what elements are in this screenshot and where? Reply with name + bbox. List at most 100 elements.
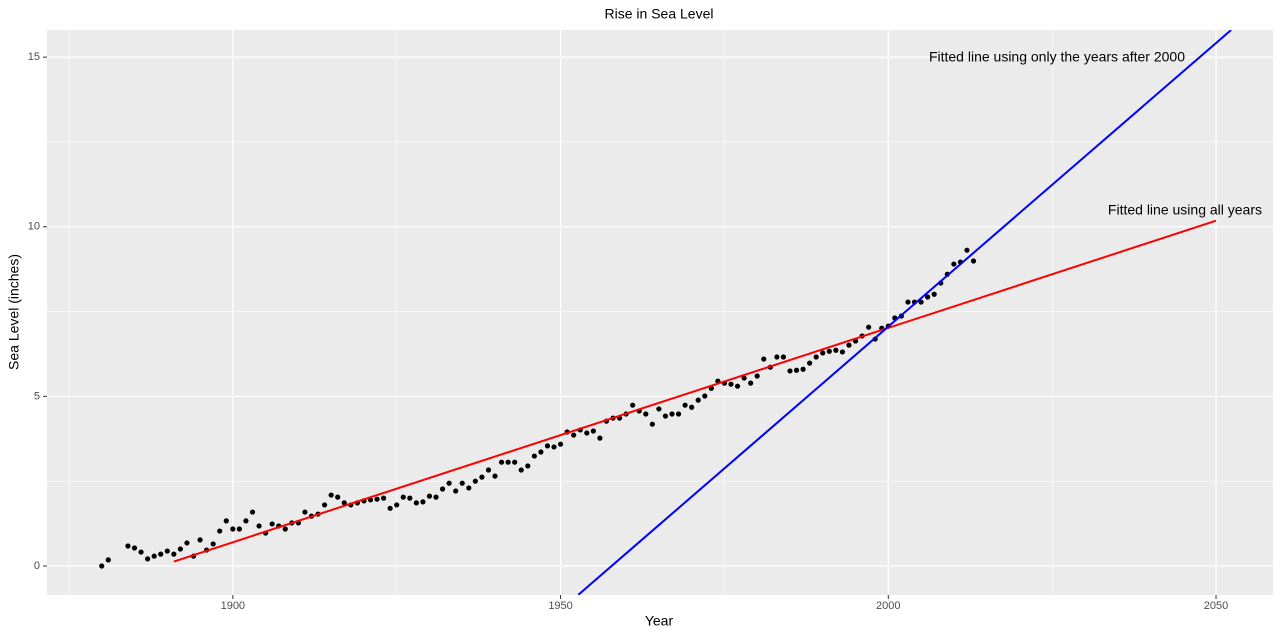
point [171, 551, 177, 557]
chart-title: Rise in Sea Level [605, 6, 714, 22]
point [728, 381, 734, 387]
point [800, 366, 806, 372]
point [512, 459, 518, 465]
y-tick-label: 5 [34, 390, 40, 402]
point [394, 502, 400, 508]
point [866, 324, 872, 330]
point [374, 496, 380, 502]
point [734, 383, 741, 389]
point [675, 411, 682, 417]
point [846, 342, 852, 348]
point [446, 480, 452, 486]
point [662, 413, 669, 419]
point [459, 480, 465, 486]
point [164, 548, 170, 554]
point [177, 546, 183, 552]
point [282, 526, 288, 532]
point [341, 500, 347, 506]
point [905, 299, 911, 305]
point [479, 474, 485, 480]
point [125, 543, 131, 549]
point [964, 247, 970, 253]
x-tick-label: 1950 [548, 600, 572, 612]
point [158, 551, 164, 557]
point [643, 411, 649, 417]
point [682, 402, 688, 408]
point [839, 349, 846, 355]
point [217, 528, 223, 534]
point [649, 421, 655, 427]
point [131, 545, 138, 551]
x-tick-label: 1900 [221, 600, 245, 612]
point [413, 500, 419, 506]
point [236, 526, 242, 532]
point [184, 540, 190, 546]
point [793, 367, 800, 373]
y-tick-label: 10 [28, 221, 40, 233]
point [321, 502, 328, 508]
point [243, 518, 249, 524]
point [453, 488, 459, 494]
point [584, 430, 590, 436]
y-tick-label: 15 [28, 51, 40, 63]
point [249, 509, 256, 515]
annotation: Fitted line using all years [1108, 202, 1262, 218]
point [518, 467, 524, 473]
x-tick-label: 2050 [1204, 600, 1228, 612]
point [774, 354, 780, 360]
point [918, 299, 924, 305]
point [826, 348, 832, 354]
point [748, 380, 754, 386]
point [439, 486, 446, 492]
point [498, 459, 505, 465]
point [754, 373, 760, 379]
point [138, 549, 144, 555]
point [525, 463, 531, 469]
point [328, 492, 334, 498]
point [485, 467, 492, 473]
point [813, 354, 819, 360]
point [951, 261, 957, 267]
point [689, 404, 695, 410]
point [105, 557, 111, 563]
point [380, 495, 387, 501]
point [426, 493, 433, 499]
point [433, 494, 439, 500]
point [597, 435, 603, 441]
point [466, 485, 472, 491]
point [931, 291, 937, 297]
point [807, 360, 813, 366]
point [210, 541, 216, 547]
point [833, 347, 839, 353]
fitted-line [173, 219, 1217, 563]
point [925, 294, 931, 300]
point [302, 509, 308, 515]
point [269, 521, 275, 527]
point [400, 494, 406, 500]
point [538, 449, 544, 455]
point [505, 459, 511, 465]
marks [99, 30, 1232, 595]
point [551, 444, 557, 450]
point [472, 478, 478, 484]
point [557, 441, 564, 447]
point [492, 473, 498, 479]
point [420, 499, 426, 505]
point [820, 350, 826, 356]
fitted-line [577, 30, 1232, 595]
point [741, 375, 747, 381]
point [702, 393, 708, 399]
point [230, 526, 236, 532]
point [151, 553, 157, 559]
y-tick-label: 0 [34, 560, 40, 572]
point [695, 397, 701, 403]
point [590, 428, 596, 434]
point [669, 411, 675, 417]
annotation: Fitted line using only the years after 2… [929, 49, 1185, 65]
point [407, 495, 413, 501]
x-tick-label: 2000 [876, 600, 900, 612]
panel [47, 30, 1273, 595]
point [99, 563, 105, 569]
x-axis-label: Year [645, 613, 674, 629]
